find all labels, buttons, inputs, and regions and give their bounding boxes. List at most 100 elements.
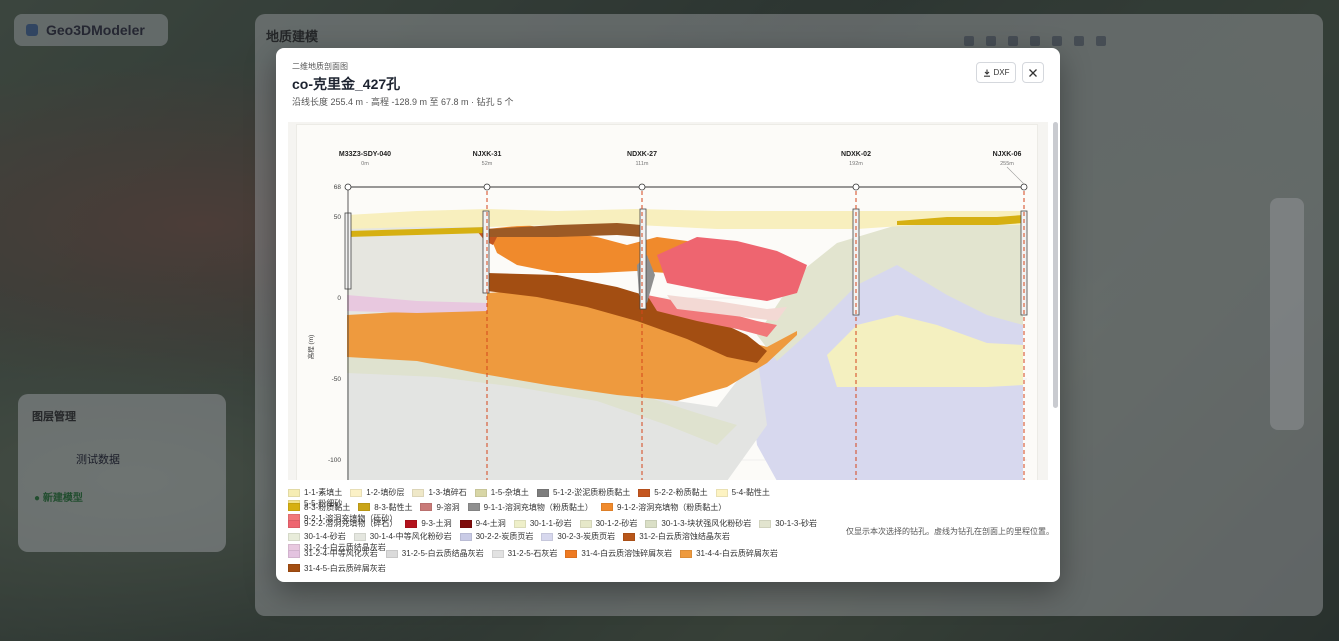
section-scroll-area[interactable]: M33Z3-SDY-040 0m NJXK-31 52m NDXK-27 111… [288, 122, 1048, 480]
borehole-chainage-3: 111m [636, 161, 649, 167]
layer-9-2-2 [657, 237, 807, 301]
legend-item: 31-2-5-石灰岩 [491, 548, 557, 559]
legend-label: 31-2-4-白云质结晶灰岩 [304, 543, 386, 553]
legend-item: 31-2-白云质溶蚀结晶灰岩 [623, 531, 730, 542]
section-dialog: 二维地质剖面图 co-克里金_427孔 沿线长度 255.4 m · 高程 -1… [276, 48, 1060, 582]
legend-label: 30-1-1-砂岩 [529, 519, 572, 529]
close-button[interactable] [1022, 62, 1044, 83]
legend-item: 9-1-1-溶洞充填物（粉质黏土） [467, 502, 593, 513]
legend-label: 9-1-2-溶洞充填物（粉质黏土） [616, 502, 727, 512]
legend-swatch [623, 532, 636, 541]
layer-30-1-1-right [827, 315, 1023, 387]
legend-item: 1-1-素填土 [288, 487, 342, 498]
legend-item: 9-4-土洞 [459, 518, 506, 529]
legend-label: 30-2-2-炭质页岩 [475, 532, 534, 542]
legend-label: 5-1-2-淤泥质粉质黏土 [552, 488, 631, 497]
legend-label: 1-3-填碎石 [428, 488, 467, 497]
legend-swatch [491, 549, 504, 558]
legend-swatch [288, 564, 300, 573]
layer-30-1-3-left [347, 221, 487, 315]
legend-label: 8-3-粉质黏土 [304, 502, 351, 512]
legend-label: 9-2-1-溶洞充填物（砾砂） [304, 513, 398, 523]
legend-item: 31-2-5-白云质结晶灰岩 [385, 548, 484, 559]
legend-label: 30-1-3-块状强风化粉砂岩 [661, 519, 752, 529]
tool-icon [1030, 36, 1040, 46]
legend-swatch [288, 532, 300, 541]
background-layer-status: ● 新建模型 [34, 493, 83, 504]
legend-item: 30-1-4-砂岩 [288, 531, 346, 542]
legend-label: 30-1-2-砂岩 [595, 519, 638, 529]
borehole-chainage-1: 0m [361, 161, 369, 167]
close-icon [1029, 68, 1037, 77]
legend-label: 1-1-素填土 [304, 488, 343, 497]
logo-icon [26, 24, 38, 36]
legend-item: 30-1-3-砂岩 [759, 518, 817, 529]
background-side-toolbar [1270, 198, 1304, 430]
tool-icon [1074, 36, 1084, 46]
layer-8-3 [347, 227, 487, 237]
legend-item: 30-1-2-砂岩 [579, 518, 638, 529]
legend-item: 1-5-杂填土 [474, 487, 529, 498]
dxf-export-button[interactable]: DXF [976, 62, 1016, 83]
legend-label: 5-2-2-粉质黏土 [654, 488, 708, 497]
legend-swatch [353, 532, 366, 541]
legend-swatch [350, 488, 363, 497]
legend-label: 31-4-4-白云质碎屑灰岩 [696, 549, 778, 559]
legend-swatch [541, 532, 554, 541]
background-panel-title: 地质建模 [266, 29, 319, 44]
legend-swatch [459, 519, 472, 528]
legend-swatch [288, 549, 300, 558]
legend-label: 30-1-4-砂岩 [304, 532, 346, 542]
y-tick: 0 [337, 295, 341, 302]
legend-row: 1-1-素填土 1-2-填砂层 1-3-填碎石 1-5-杂填土 5-1-2-淤泥质粉质黏… [288, 487, 833, 508]
vertical-scrollbar[interactable] [1053, 118, 1058, 480]
legend-swatch [412, 488, 425, 497]
dialog-subtitle: 二维地质剖面图 [292, 62, 348, 71]
dxf-label: DXF [993, 68, 1010, 77]
borehole-chainage-2: 52m [482, 161, 493, 167]
legend-item: 31-4-5-白云质碎屑灰岩 [288, 563, 386, 574]
legend-label: 30-2-3-炭质页岩 [557, 532, 616, 542]
legend-row: 31-2-4-中等风化灰岩 31-2-5-白云质结晶灰岩 31-2-5-石灰岩 31-… [288, 546, 833, 561]
legend-label: 1-5-杂填土 [490, 488, 529, 497]
legend-label: 9-4-土洞 [475, 519, 506, 529]
legend-label: 30-1-3-砂岩 [775, 519, 817, 529]
legend-swatch [759, 519, 772, 528]
legend-row: 8-3-粉质黏土 8-3-黏性土 9-溶洞 9-1-1-溶洞充填物（粉质黏土） 9-1-… [288, 502, 833, 523]
legend-item: 30-1-1-砂岩 [513, 518, 572, 529]
layer-5-1-2-brown [487, 223, 642, 237]
borehole-chainage-5: 255m [1000, 161, 1014, 167]
y-tick: 68 [334, 184, 342, 191]
y-axis-label: 高程 (m) [306, 335, 315, 360]
legend-label: 9-溶洞 [436, 502, 460, 512]
legend-swatch [459, 532, 472, 541]
borehole-name-1: M33Z3-SDY-040 [339, 151, 391, 158]
legend-label: 31-4-5-白云质碎屑灰岩 [304, 563, 386, 573]
legend-item: 30-1-3-块状强风化粉砂岩 [645, 518, 751, 529]
download-icon [983, 69, 990, 77]
legend-label: 31-4-白云质溶蚀碎屑灰岩 [581, 549, 673, 559]
legend-swatch [288, 503, 300, 512]
legend-swatch [474, 488, 487, 497]
tool-icon [964, 36, 974, 46]
legend: 1-1-素填土 1-2-填砂层 1-3-填碎石 1-5-杂填土 5-1-2-淤泥质粉质黏… [288, 487, 833, 576]
legend-item: 1-2-填砂层 [350, 487, 404, 498]
legend-label: 31-2-4-中等风化灰岩 [304, 549, 378, 559]
borehole-name-5: NJXK-06 [993, 151, 1022, 158]
dialog-title: co-克里金_427孔 [292, 76, 401, 92]
legend-swatch [420, 503, 433, 512]
legend-item: 9-2-2-溶洞充填物（碎石） [288, 518, 397, 529]
y-tick: -100 [328, 457, 341, 464]
legend-label: 30-1-4-中等风化粉砂岩 [369, 532, 452, 542]
legend-swatch [715, 488, 728, 497]
scrollbar-thumb[interactable] [1053, 122, 1058, 408]
legend-label: 9-2-2-溶洞充填物（碎石） [304, 519, 398, 529]
legend-item: 30-2-3-炭质页岩 [541, 531, 615, 542]
borehole-name-4: NDXK-02 [841, 151, 871, 158]
tool-icon [986, 36, 996, 46]
legend-item: 5-4-黏性土 [715, 487, 770, 498]
borehole-chainage-4: 192m [849, 161, 863, 167]
geologic-section-chart: M33Z3-SDY-040 0m NJXK-31 52m NDXK-27 111… [306, 151, 1028, 480]
legend-swatch [405, 519, 418, 528]
legend-swatch [513, 519, 526, 528]
